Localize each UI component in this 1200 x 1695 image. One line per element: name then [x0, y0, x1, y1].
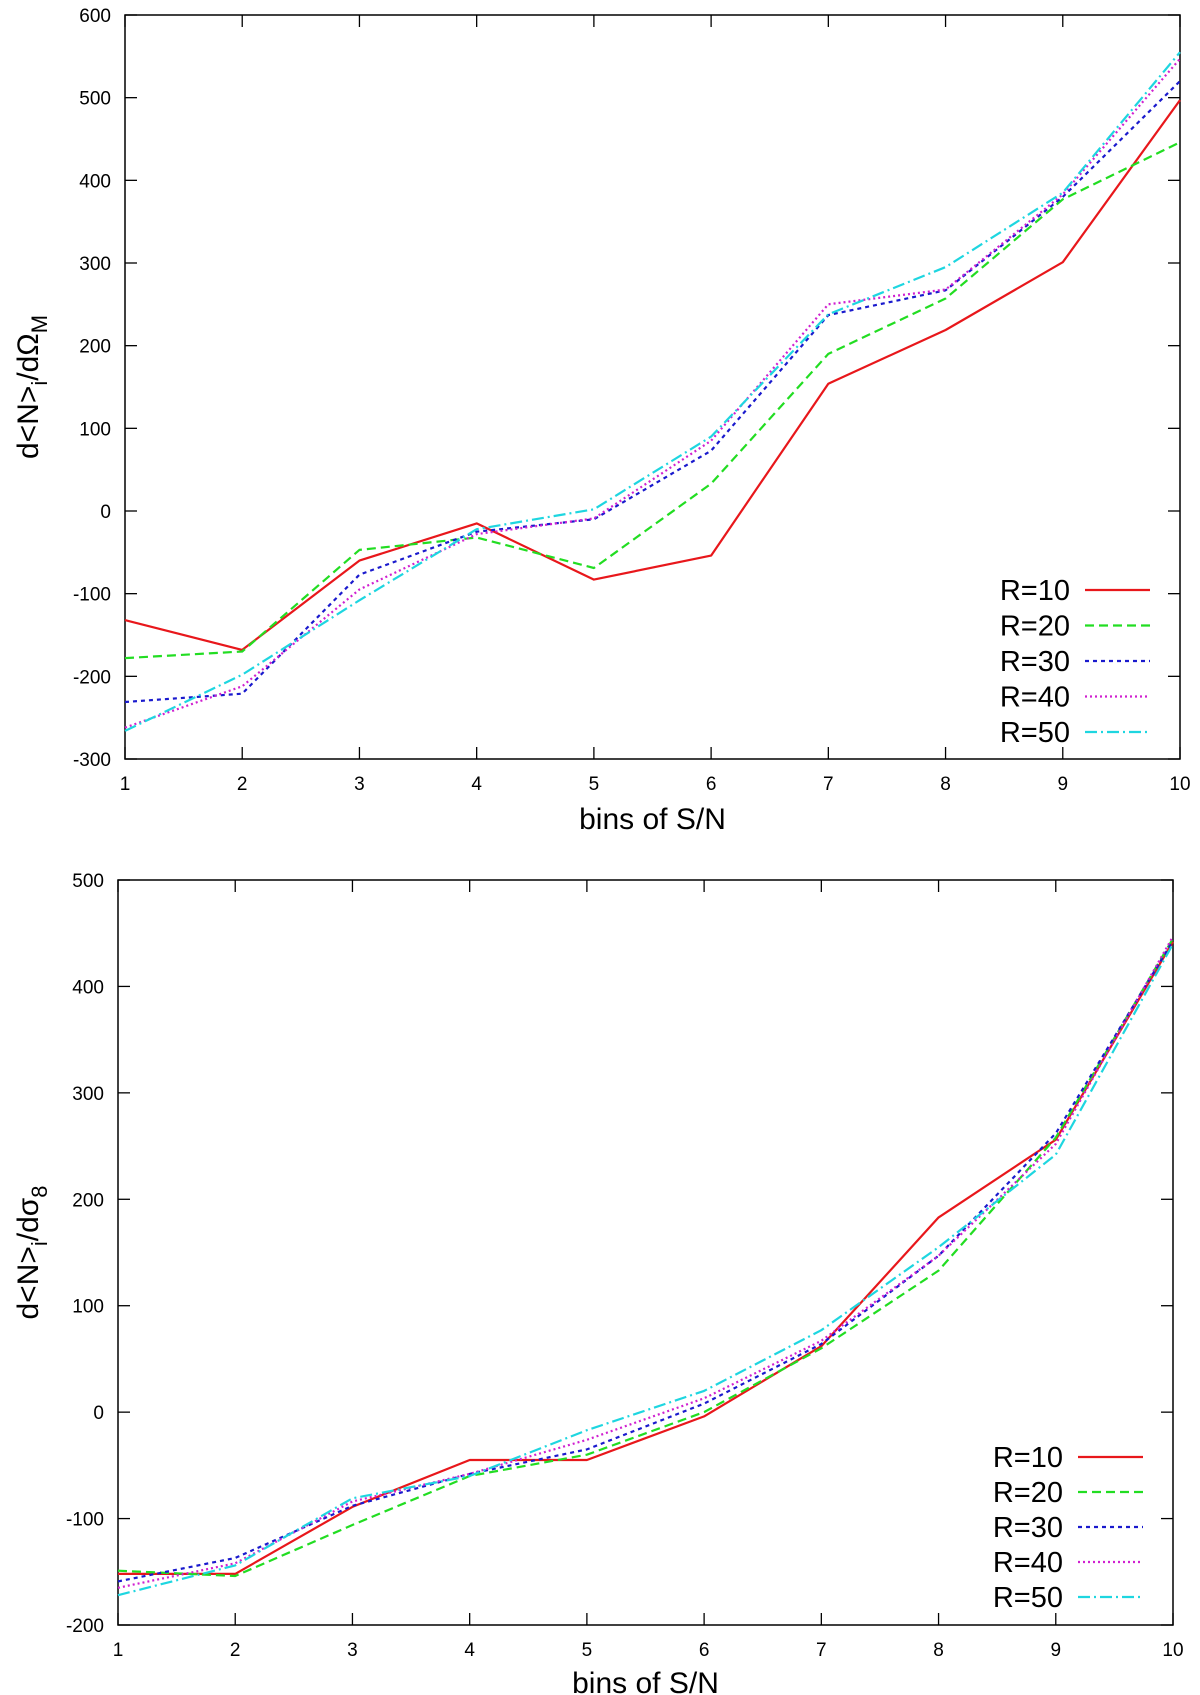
series-line-r30	[117, 940, 1174, 1583]
y-tick-label: 200	[79, 337, 111, 358]
legend-label: R=50	[1000, 717, 1070, 749]
y-tick-label: -100	[66, 1510, 104, 1531]
legend-label: R=10	[993, 1442, 1063, 1474]
x-tick-label: 3	[354, 774, 365, 795]
legend-label: R=20	[993, 1477, 1063, 1509]
x-tick-label: 4	[464, 1640, 475, 1661]
y-axis-label-part-0: d<N>	[12, 1246, 45, 1319]
legend-label: R=30	[1000, 646, 1070, 678]
y-tick-label: -200	[73, 667, 111, 688]
y-tick-label: -200	[66, 1616, 104, 1637]
plot-frame	[124, 14, 1181, 760]
y-tick-label: 500	[72, 871, 104, 892]
x-tick-label: 8	[933, 1640, 944, 1661]
plot-frame	[117, 879, 1174, 1626]
x-tick-label: 9	[1057, 774, 1068, 795]
x-tick-label: 2	[237, 774, 248, 795]
y-axis-label-part-3: 8	[27, 1185, 52, 1197]
y-tick-label: 100	[79, 419, 111, 440]
y-axis-label-part-2: /dΩ	[12, 333, 45, 380]
chart-omega-m: 1 2 3 4 5 6 7 8 9 10 -300 -200 -100 0 100 200 300 400 500 6…	[12, 6, 1191, 836]
x-tick-label: 10	[1169, 774, 1190, 795]
legend-label: R=50	[993, 1582, 1063, 1614]
y-tick-label: 500	[79, 89, 111, 110]
y-axis-label: d<N>i/dσ8	[12, 1185, 52, 1319]
x-tick-label: 8	[940, 774, 951, 795]
x-tick-label: 5	[582, 1640, 593, 1661]
y-tick-label: 600	[79, 6, 111, 27]
y-axis-label-part-1: i	[27, 381, 52, 386]
y-tick-label: 300	[79, 254, 111, 275]
series-line-r20	[124, 141, 1181, 660]
legend-label: R=40	[993, 1547, 1063, 1579]
x-tick-label: 7	[823, 774, 834, 795]
x-tick-label: 7	[816, 1640, 827, 1661]
legend-label: R=30	[993, 1512, 1063, 1544]
y-tick-label: -100	[73, 585, 111, 606]
x-tick-label: 5	[589, 774, 600, 795]
y-tick-label: 300	[72, 1084, 104, 1105]
x-tick-label: 6	[699, 1640, 710, 1661]
x-tick-label: 6	[706, 774, 717, 795]
series-line-r20	[117, 937, 1174, 1578]
series-line-r10	[124, 99, 1181, 652]
y-tick-label: 100	[72, 1297, 104, 1318]
x-axis-label: bins of S/N	[579, 803, 726, 836]
legend-label: R=40	[1000, 682, 1070, 714]
y-tick-label: 0	[93, 1403, 104, 1424]
legend-label: R=10	[1000, 575, 1070, 607]
y-tick-label: 0	[100, 502, 111, 523]
y-tick-label: 400	[72, 977, 104, 998]
x-tick-label: 9	[1050, 1640, 1061, 1661]
x-tick-label: 2	[230, 1640, 241, 1661]
y-axis-label-part-1: i	[27, 1241, 52, 1246]
y-axis-label-part-3: M	[27, 315, 52, 333]
x-tick-label: 3	[347, 1640, 358, 1661]
series-line-r50	[117, 943, 1174, 1597]
series-line-r30	[124, 80, 1181, 704]
x-tick-label: 10	[1162, 1640, 1183, 1661]
y-axis-label-part-2: /dσ	[12, 1197, 45, 1241]
y-tick-label: 200	[72, 1190, 104, 1211]
y-tick-label: -300	[73, 750, 111, 771]
y-axis-label: d<N>i/dΩM	[12, 315, 52, 459]
x-tick-label: 1	[120, 774, 131, 795]
series-line-r10	[118, 941, 1174, 1576]
y-tick-label: 400	[79, 171, 111, 192]
series-line-r50	[124, 51, 1181, 732]
chart-sigma-8: 1 2 3 4 5 6 7 8 9 10 -200 -100 0 100 200 300 400 500 bins …	[12, 871, 1184, 1695]
legend-label: R=20	[1000, 611, 1070, 643]
x-tick-label: 4	[471, 774, 482, 795]
x-tick-label: 1	[113, 1640, 124, 1661]
x-axis-label: bins of S/N	[572, 1667, 719, 1695]
y-axis-label-part-0: d<N>	[12, 386, 45, 459]
